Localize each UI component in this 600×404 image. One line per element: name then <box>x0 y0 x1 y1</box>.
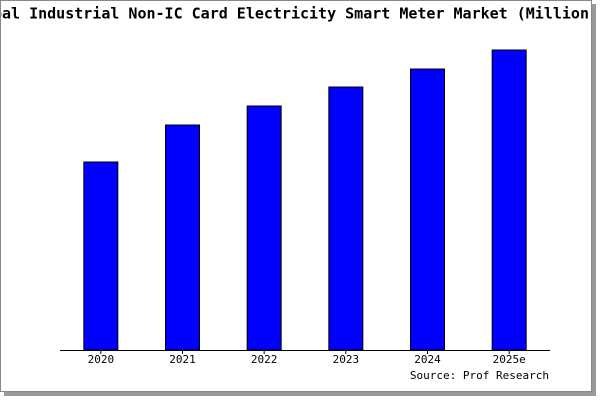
bar <box>165 124 200 351</box>
x-tick-label: 2022 <box>251 353 278 366</box>
bar <box>246 105 282 351</box>
bar <box>328 86 364 351</box>
plot-area <box>60 48 550 350</box>
x-tick-label: 2021 <box>169 353 196 366</box>
content: Global Industrial Non-IC Card Electricit… <box>0 5 600 383</box>
marks: 2020 2021 2022 2023 2024 2025e <box>83 49 527 366</box>
bar <box>83 161 119 351</box>
chart-title: Global Industrial Non-IC Card Electricit… <box>0 5 600 23</box>
source: Source: Prof Research <box>410 369 549 382</box>
bar <box>491 49 527 351</box>
x-tick-label: 2024 <box>414 353 441 366</box>
x-tick-label: 2020 <box>88 353 115 366</box>
x-tick-label: 2025e <box>493 353 526 366</box>
x-tick-label: 2023 <box>333 353 360 366</box>
bar <box>410 68 445 351</box>
